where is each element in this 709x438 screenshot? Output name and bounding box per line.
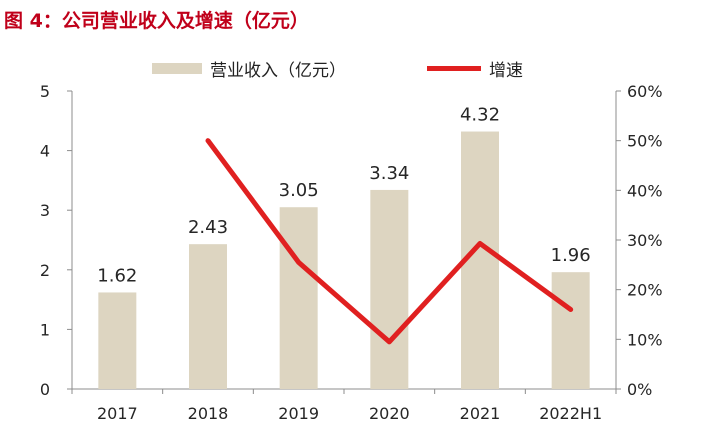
x-tick-label: 2017 (97, 404, 138, 423)
y-right-tick-label: 50% (627, 132, 663, 151)
bar-data-label: 1.62 (97, 265, 137, 286)
x-tick-label: 2019 (278, 404, 319, 423)
y-left-tick-label: 2 (40, 261, 50, 280)
legend-swatch-bar (152, 63, 202, 74)
x-tick-label: 2020 (369, 404, 410, 423)
x-tick-label: 2021 (460, 404, 501, 423)
x-tick-label: 2022H1 (539, 404, 602, 423)
bar-data-label: 3.34 (369, 163, 409, 184)
y-left-tick-label: 1 (40, 320, 50, 339)
y-left-tick-label: 0 (40, 380, 50, 399)
bar-data-label: 1.96 (551, 245, 591, 266)
figure-title: 图 4：公司营业收入及增速（亿元） (4, 10, 309, 32)
chart-legend: 营业收入（亿元） 增速 (0, 56, 709, 82)
bar (98, 292, 137, 389)
y-right-tick-label: 30% (627, 231, 663, 250)
legend-item-revenue: 营业收入（亿元） (152, 56, 346, 81)
y-right-tick-label: 60% (627, 82, 663, 101)
y-right-tick-label: 10% (627, 330, 663, 349)
legend-label-revenue: 营业收入（亿元） (210, 61, 346, 81)
bar (551, 272, 590, 389)
x-tick-label: 2018 (188, 404, 229, 423)
y-left-tick-label: 3 (40, 201, 50, 220)
y-left-tick-label: 5 (40, 82, 50, 101)
bar (370, 189, 409, 389)
y-right-tick-label: 20% (627, 281, 663, 300)
y-right-tick-label: 40% (627, 181, 663, 200)
y-right-tick-label: 0% (627, 380, 652, 399)
bar-data-label: 2.43 (188, 217, 228, 238)
bar-data-label: 3.05 (279, 180, 319, 201)
bar (189, 244, 227, 389)
legend-label-growth: 增速 (489, 61, 523, 81)
bar (279, 207, 318, 389)
legend-item-growth: 增速 (427, 56, 523, 81)
legend-swatch-line (427, 66, 481, 71)
bar-data-label: 4.32 (460, 105, 500, 126)
y-left-tick-label: 4 (40, 142, 50, 161)
